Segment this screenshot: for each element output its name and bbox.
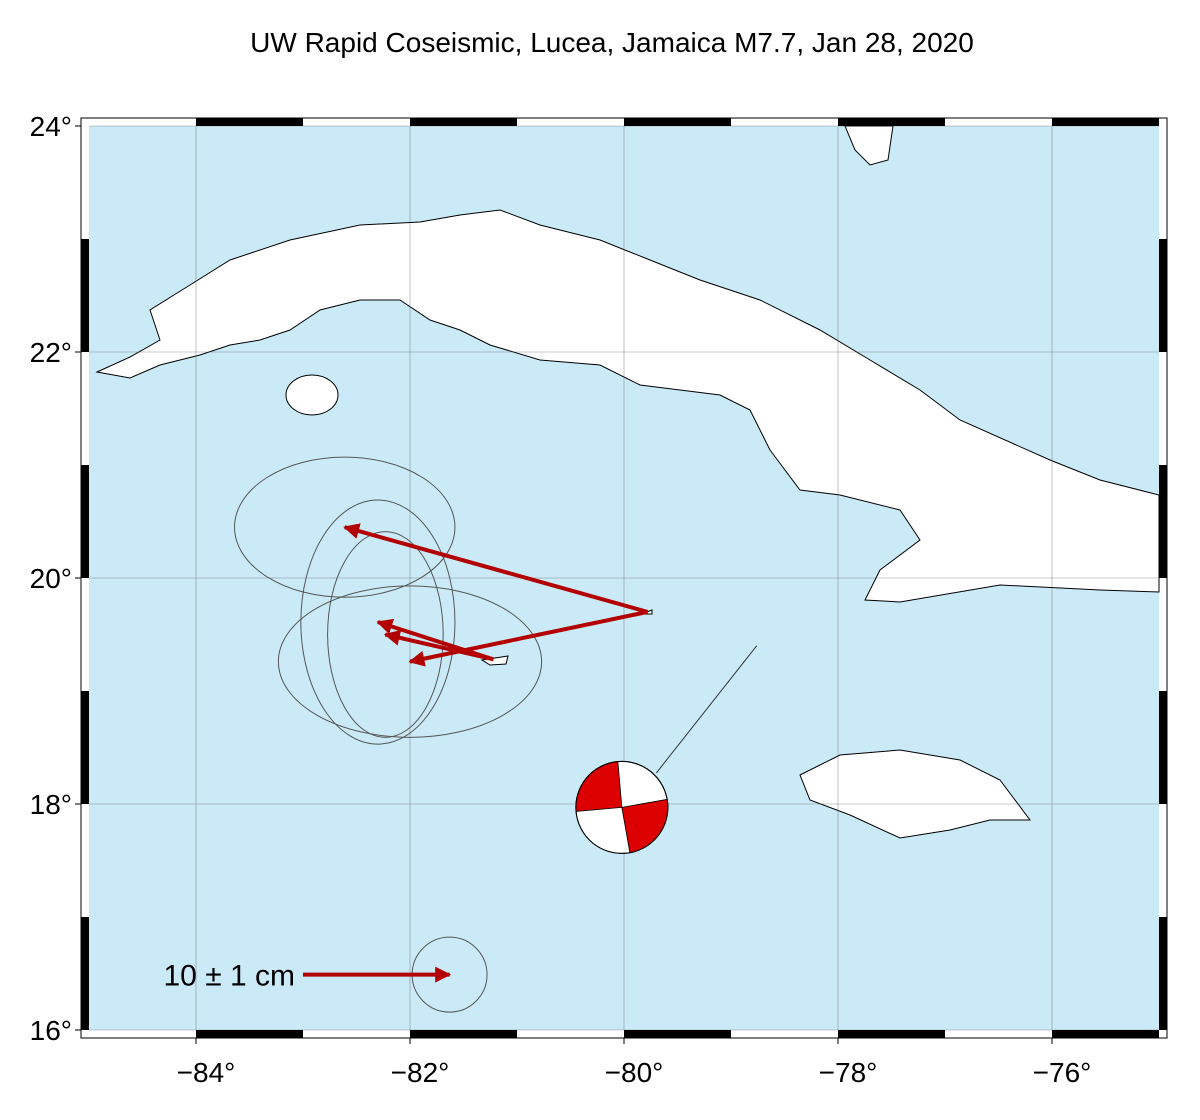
frame-segment (196, 1030, 303, 1038)
marks (234, 456, 758, 1013)
displacement-vector (383, 629, 494, 662)
error-ellipse (327, 531, 444, 738)
x-tick-label: −78° (819, 1057, 878, 1088)
frame-segment (196, 118, 303, 126)
displacement-vector (343, 523, 649, 614)
y-tick-label: 20° (30, 563, 72, 594)
frame-segment (1159, 917, 1167, 1030)
frame-segment (838, 1030, 945, 1038)
beachball-outline (575, 760, 669, 854)
frame-segment (624, 118, 731, 126)
frame-segment (1159, 691, 1167, 804)
scale-label: 10 ± 1 cm (163, 960, 295, 993)
frame-segment (624, 1030, 731, 1038)
y-tick-label: 22° (30, 337, 72, 368)
x-tick-label: −80° (605, 1057, 664, 1088)
frame-segment (81, 691, 89, 804)
frame-segment (1052, 118, 1159, 126)
frame-segment (410, 1030, 517, 1038)
error-ellipse (234, 456, 456, 598)
land (95, 125, 1160, 839)
y-tick-label: 18° (30, 789, 72, 820)
cuba (95, 209, 1160, 603)
frame-segment (1159, 239, 1167, 352)
frame-segment (81, 465, 89, 578)
x-tick-label: −82° (391, 1057, 450, 1088)
frame-segment (1052, 1030, 1159, 1038)
x-tick-label: −84° (177, 1057, 236, 1088)
x-tick-label: −76° (1033, 1057, 1092, 1088)
frame (75, 117, 1168, 1044)
frame-segment (410, 118, 517, 126)
frame-segment (81, 917, 89, 1030)
frame-segment (81, 239, 89, 352)
y-tick-label: 16° (30, 1015, 72, 1046)
error-ellipse (277, 585, 543, 738)
frame-segment (1159, 465, 1167, 578)
isla-de-la-juventud (285, 374, 339, 416)
frame-segment (838, 118, 945, 126)
y-tick-label: 24° (30, 111, 72, 142)
map-title: UW Rapid Coseismic, Lucea, Jamaica M7.7,… (250, 27, 974, 58)
jamaica (799, 749, 1031, 839)
error-ellipse (300, 499, 456, 745)
grand-cayman (480, 655, 509, 666)
epicenter-line (655, 645, 758, 774)
displacement-vector (408, 609, 648, 667)
